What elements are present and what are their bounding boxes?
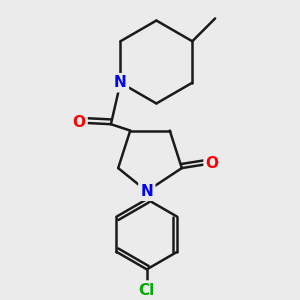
Text: N: N	[140, 184, 153, 199]
Text: N: N	[114, 75, 127, 90]
Text: O: O	[206, 156, 219, 171]
Text: O: O	[73, 115, 85, 130]
Text: Cl: Cl	[139, 283, 155, 298]
